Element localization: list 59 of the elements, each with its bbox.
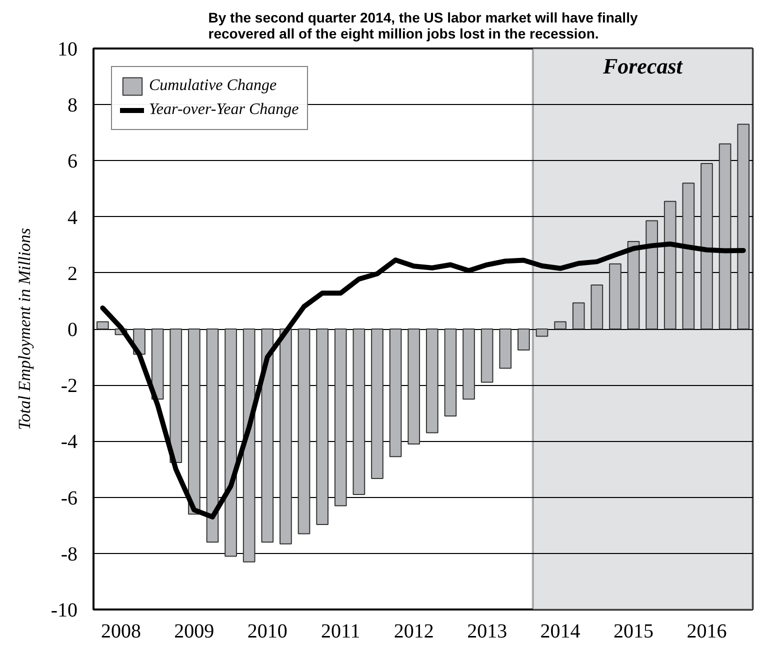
x-tick-label: 2011 — [320, 620, 360, 642]
bar — [389, 328, 402, 458]
y-tick-label: 2 — [68, 262, 78, 285]
x-tick-label: 2012 — [394, 620, 434, 642]
bar — [224, 328, 237, 557]
bar — [206, 328, 219, 543]
chart-title: By the second quarter 2014, the US labor market will have finally recovered all of the eight million jobs lost in the recession. — [208, 10, 638, 42]
y-tick-label: 4 — [68, 206, 78, 229]
x-tick-label: 2013 — [467, 620, 508, 642]
bar — [444, 328, 457, 416]
bar — [151, 328, 164, 400]
bar — [590, 284, 604, 330]
bar — [408, 328, 420, 445]
bar — [518, 328, 530, 351]
bar — [280, 328, 292, 544]
y-tick-label: 10 — [58, 38, 78, 60]
bar — [718, 143, 732, 330]
x-tick-label: 2009 — [174, 620, 214, 642]
x-tick-label: 2010 — [247, 620, 288, 642]
x-tick-label: 2016 — [686, 620, 727, 642]
bar — [700, 163, 713, 330]
bar — [352, 328, 366, 495]
y-tick-label: -6 — [60, 487, 78, 510]
band-label: Forecast — [602, 54, 684, 78]
y-tick-label: -8 — [60, 543, 78, 566]
bar — [426, 328, 438, 434]
legend-label: Year-over-Year Change — [149, 100, 299, 120]
bar — [554, 321, 566, 330]
bar — [627, 240, 640, 330]
bar — [609, 263, 622, 330]
bar — [499, 328, 512, 369]
y-tick-label: -10 — [50, 600, 78, 622]
bar — [480, 328, 494, 383]
y-tick-label: -4 — [60, 431, 78, 454]
bar — [242, 328, 256, 562]
bar — [316, 328, 328, 526]
x-tick-label: 2008 — [100, 620, 141, 642]
y-tick-label: 8 — [68, 94, 78, 117]
bar — [188, 328, 200, 515]
bar — [298, 328, 310, 534]
bar — [646, 220, 658, 330]
bar — [170, 328, 182, 464]
bar — [96, 321, 109, 330]
bar — [572, 302, 585, 330]
bar — [462, 328, 475, 400]
bar — [261, 328, 274, 543]
x-tick-label: 2014 — [540, 620, 580, 642]
bar — [536, 328, 548, 337]
x-tick-label: 2015 — [614, 620, 654, 642]
legend-label: Cumulative Change — [149, 76, 277, 96]
bar — [371, 328, 384, 480]
y-tick-label: 6 — [68, 150, 78, 173]
y-tick-label: -2 — [60, 375, 78, 398]
bar — [334, 328, 347, 506]
y-tick-label: 0 — [68, 319, 78, 341]
bar — [682, 182, 695, 330]
bar — [664, 200, 676, 330]
bar — [737, 124, 750, 330]
y-axis-title: Total Employment in Millions — [14, 228, 34, 430]
